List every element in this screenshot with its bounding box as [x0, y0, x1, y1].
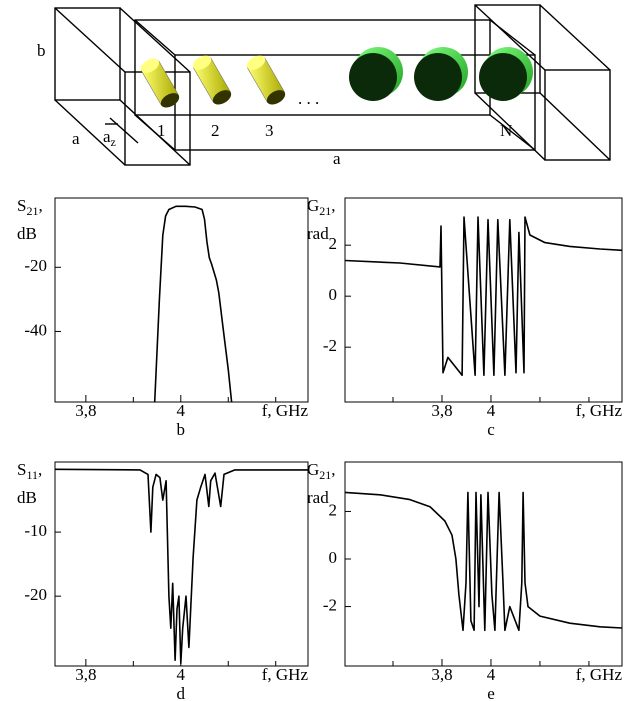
x-tick-label: 4 [487, 401, 496, 420]
diagram-label: 2 [211, 121, 220, 140]
caption: c [487, 420, 495, 439]
y-label: S21, [17, 196, 43, 218]
y-tick-label: -10 [24, 521, 47, 540]
y-unit: dB [17, 488, 37, 507]
plot-frame [54, 197, 309, 403]
waveguide-diagram [54, 4, 611, 166]
plot-frame [344, 461, 623, 667]
x-tick-label: 4 [177, 401, 186, 420]
diagram-label: 1 [157, 121, 166, 140]
diagram-label: . . . [298, 89, 319, 108]
y-label-part: G [307, 196, 319, 215]
curve [153, 205, 233, 403]
y-label: G21, [307, 460, 336, 482]
resonators [140, 47, 533, 108]
x-tick-label: 3,8 [431, 665, 452, 684]
diagram-label: b [37, 41, 46, 60]
x-tick-label: 4 [487, 665, 496, 684]
diagram-label: az [103, 127, 116, 149]
plot-frame [344, 197, 623, 403]
x-label: f, GHz [262, 665, 309, 684]
curve [54, 468, 308, 665]
y-tick-label: -20 [24, 585, 47, 604]
x-label: f, GHz [576, 665, 623, 684]
diagram-label: a [72, 129, 80, 148]
y-tick-label: 2 [329, 500, 338, 519]
y-label-part: , [38, 196, 42, 215]
x-tick-label: 3,8 [75, 401, 96, 420]
x-label: f, GHz [576, 401, 623, 420]
y-label-part: G [307, 460, 319, 479]
caption: b [177, 420, 186, 439]
y-tick-label: 0 [329, 548, 338, 567]
y-label-part: S [17, 460, 26, 479]
y-label: G21, [307, 196, 336, 218]
x-tick-label: 3,8 [75, 665, 96, 684]
diagram-label: a [333, 149, 341, 168]
y-label: S11, [17, 460, 42, 482]
x-tick-label: 3,8 [431, 401, 452, 420]
y-label-part: S [17, 196, 26, 215]
y-label-part: 21 [319, 468, 331, 482]
x-tick-label: 4 [177, 665, 186, 684]
x-label: f, GHz [262, 401, 309, 420]
y-unit: dB [17, 224, 37, 243]
caption: d [177, 684, 186, 701]
caption: e [487, 684, 495, 701]
y-label-part: 21 [26, 204, 38, 218]
y-label-part: 21 [319, 204, 331, 218]
diagram-label: N [500, 121, 512, 140]
plot-frame [54, 461, 309, 667]
diagram-label: 3 [265, 121, 274, 140]
y-tick-label: -40 [24, 320, 47, 339]
y-unit: rad [307, 224, 329, 243]
y-label-part: , [331, 196, 335, 215]
y-tick-label: -2 [323, 336, 337, 355]
curve [344, 216, 623, 376]
y-tick-label: 0 [329, 285, 338, 304]
y-label-part: , [38, 460, 42, 479]
y-unit: rad [307, 488, 329, 507]
curve [344, 491, 623, 632]
y-tick-label: -2 [323, 595, 337, 614]
y-label-part: 11 [26, 468, 38, 482]
y-tick-label: -20 [24, 256, 47, 275]
y-label-part: , [331, 460, 335, 479]
y-tick-label: 2 [329, 234, 338, 253]
